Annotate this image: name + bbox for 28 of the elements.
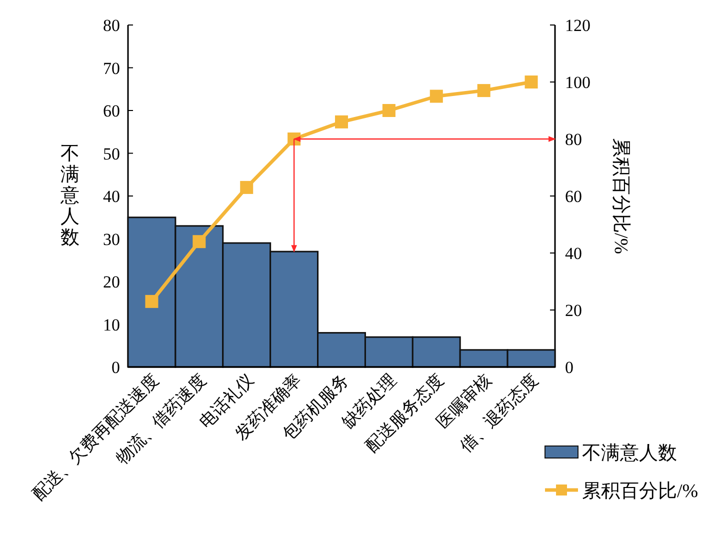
y-tick-label: 10 [103, 315, 120, 334]
y2-tick-label: 80 [565, 130, 582, 149]
legend-label: 不满意人数 [582, 443, 677, 464]
point [335, 115, 348, 128]
y-tick-label: 70 [103, 58, 120, 78]
y-tick-label: 0 [112, 358, 120, 377]
point [524, 76, 538, 88]
point [430, 90, 443, 103]
y2-tick-label: 100 [565, 73, 590, 92]
y2-tick-label: 0 [565, 358, 574, 377]
y-tick-label: 20 [103, 272, 120, 292]
y-tick-label: 30 [103, 230, 120, 249]
y2-axis-title: 累积百分比/% [610, 138, 631, 254]
point [477, 84, 490, 98]
y2-tick-label: 20 [565, 301, 582, 320]
y-tick-label: 40 [103, 187, 120, 206]
y-axis-title: 不满意人数 [60, 144, 80, 248]
y-tick-label: 50 [103, 144, 120, 164]
point [240, 180, 254, 194]
y2-tick-label: 60 [565, 187, 582, 206]
y-tick-label: 80 [103, 16, 120, 35]
point [192, 235, 206, 248]
point [145, 294, 158, 308]
y-tick-label: 60 [103, 102, 120, 120]
y2-tick-label: 40 [565, 244, 582, 263]
legend-label: 累积百分比/% [582, 481, 698, 502]
y2-tick-label: 120 [565, 16, 590, 35]
point [382, 104, 396, 117]
